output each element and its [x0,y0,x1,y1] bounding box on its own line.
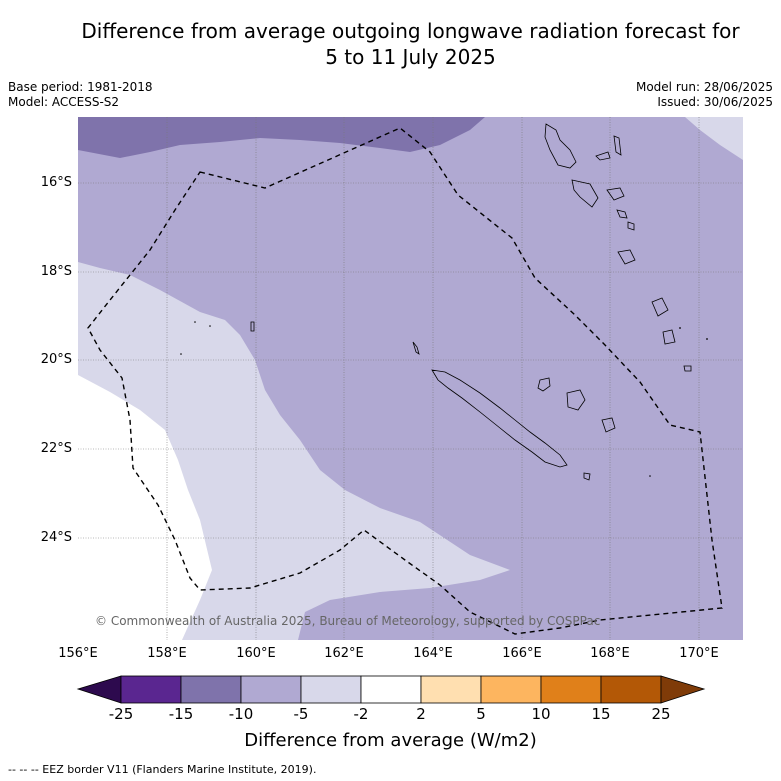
malekula-island [571,179,599,208]
lon-label-160e: 160°E [236,646,276,661]
lon-label-156e: 156°E [58,646,98,661]
eez-border [87,127,723,635]
colorbar [76,675,706,704]
model-name: Model: ACCESS-S2 [8,95,120,109]
colorbar-bin-2-5 [420,675,482,704]
lifou-island [566,389,586,411]
issued-date: Issued: 30/06/2025 [657,95,773,109]
colorbar-bin-minus5-minus2 [300,675,362,704]
colorbar-tick: -15 [168,705,194,723]
lon-label-168e: 168°E [590,646,630,661]
eez-legend-note: -- -- -- EEZ border V11 (Flanders Marine… [8,763,317,776]
colorbar-bin-5-10 [480,675,542,704]
lat-label-18s: 18°S [40,264,72,279]
efate-island [617,249,636,265]
colorbar-title: Difference from average (W/m2) [244,730,537,751]
shepherd-islet [616,209,628,219]
map-panel [78,117,743,640]
copyright-notice: © Commonwealth of Australia 2025, Bureau… [95,614,601,628]
lon-label-166e: 166°E [502,646,542,661]
lat-label-16s: 16°S [40,175,72,190]
islet-dot [194,321,196,323]
title-line-2: 5 to 11 July 2025 [325,45,496,69]
colorbar-tick: -10 [228,705,254,723]
colorbar-bin-15-25 [600,675,662,704]
colorbar-tick: 5 [476,705,486,723]
colorbar-tick: 10 [531,705,551,723]
model-run: Model run: 28/06/2025 [635,80,773,94]
lat-label-20s: 20°S [40,352,72,367]
colorbar-tick: -2 [353,705,369,723]
islet-dot [706,338,708,340]
chesterfield-islet [250,321,255,332]
colorbar-bin-minus25-minus15 [120,675,182,704]
meta-right: Model run: 28/06/2025 Issued: 30/06/2025 [636,80,773,110]
new-caledonia-island [431,369,568,468]
chart-title: Difference from average outgoing longwav… [0,18,781,70]
colorbar-bin-10-15 [540,675,602,704]
aneityum-island [683,365,692,372]
belep-islet [412,341,420,355]
base-period: Base period: 1981-2018 [8,80,153,94]
erromango-island [651,297,669,317]
isle-of-pines [583,472,591,481]
lon-label-170e: 170°E [679,646,719,661]
lon-label-158e: 158°E [147,646,187,661]
colorbar-bin-minus2-2 [360,675,422,704]
pentecost-island [613,135,622,156]
emae-islet [627,221,635,231]
colorbar-bin-minus15-minus10 [180,675,242,704]
lat-label-24s: 24°S [40,530,72,545]
islet-dot [180,353,182,355]
colorbar-extend-high [660,675,706,704]
title-line-1: Difference from average outgoing longwav… [81,19,740,43]
ouvea-island [537,377,551,392]
mare-island [601,417,616,433]
meta-left: Base period: 1981-2018 Model: ACCESS-S2 [8,80,153,110]
colorbar-tick: -25 [108,705,134,723]
islet-dot [679,327,681,329]
maewo-island [595,151,611,161]
anomaly-band-neutral [78,375,212,640]
colorbar-tick: 2 [416,705,426,723]
islet-dot [209,325,211,327]
espiritu-santo-island [544,123,577,169]
graticule [78,117,743,640]
colorbar-extend-low [76,675,122,704]
lon-label-164e: 164°E [413,646,453,661]
colorbar-tick: 15 [591,705,611,723]
colorbar-bin-minus10-minus5 [240,675,302,704]
anomaly-band-corner [685,117,743,160]
colorbar-tick: 25 [651,705,671,723]
lon-label-162e: 162°E [324,646,364,661]
colorbar-tick: -5 [293,705,309,723]
anomaly-band-minus15-minus10 [78,117,485,158]
islet-dot [649,475,651,477]
tanna-island [662,329,676,345]
epi-island [606,187,625,201]
lat-label-22s: 22°S [40,441,72,456]
